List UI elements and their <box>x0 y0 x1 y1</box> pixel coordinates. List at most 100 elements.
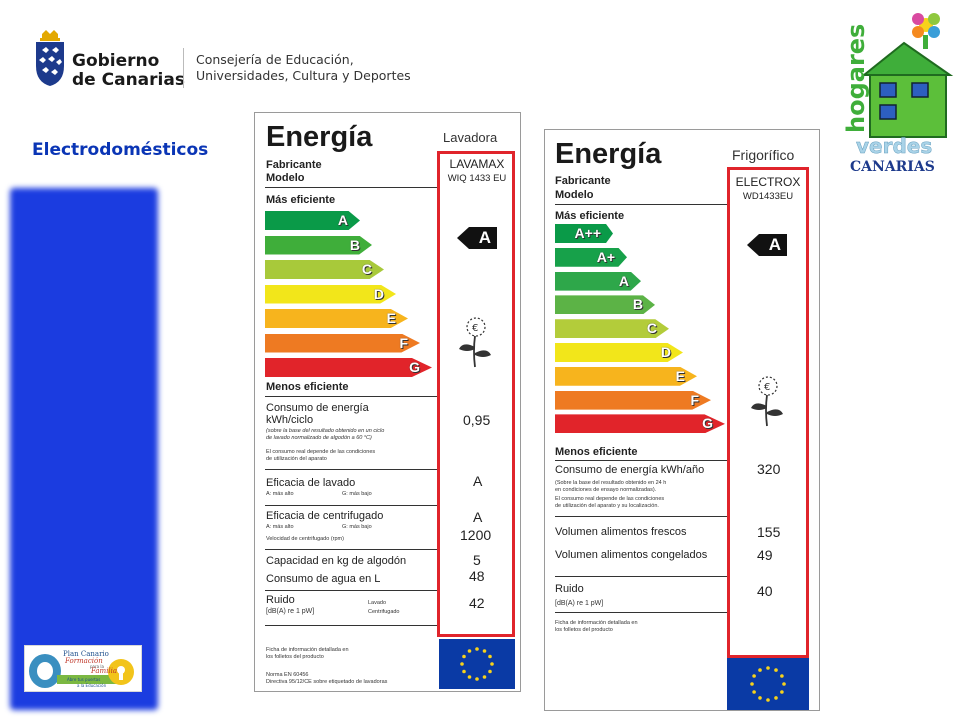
washer-lavado-scale-a: A: más alto <box>266 491 294 497</box>
fridge-bar-aplus: A+ <box>555 247 627 267</box>
washer-norma2: Directiva 95/12/CE sobre etiquetado de l… <box>266 679 388 685</box>
washer-fabricante: LAVAMAX <box>449 157 505 171</box>
eu-star-icon <box>490 662 494 666</box>
fridge-modelo-label: Modelo <box>555 189 594 201</box>
fridge-frescos-value: 155 <box>757 524 781 540</box>
washer-rule-3 <box>265 469 437 470</box>
fridge-bar-e: E <box>555 366 697 386</box>
washer-mas-eficiente: Más eficiente <box>266 194 336 206</box>
washer-ficha2: los folletos del producto <box>266 654 324 660</box>
plan-canario-key-icon: Plan Canario Formación para la Familia A… <box>29 650 134 688</box>
washer-consumo-note2: de lavado normalizado de algodón a 60 °C… <box>266 435 372 441</box>
fridge-menos-eficiente: Menos eficiente <box>555 446 638 458</box>
washer-bar-a: A <box>265 211 360 230</box>
fridge-congelados-label: Volumen alimentos congelados <box>555 549 708 561</box>
eu-star-icon <box>462 669 466 674</box>
hv-word3: CANARIAS <box>850 159 935 175</box>
eu-star-icon <box>752 674 756 678</box>
washer-bar-letter: E <box>386 310 396 326</box>
plan-canario-logo: Plan Canario Formación para la Familia A… <box>24 645 142 692</box>
fridge-rule-3 <box>555 516 727 517</box>
washer-consumo-label1: Consumo de energía <box>266 402 369 414</box>
fridge-congelados-value: 49 <box>757 547 773 563</box>
fridge-ficha1: Ficha de información detallada en <box>555 620 638 626</box>
washer-consumo-note4: de utilización del aparato <box>266 456 327 462</box>
fridge-ficha2: los folletos del producto <box>555 627 613 633</box>
fridge-rule-1 <box>555 204 727 205</box>
eu-star-icon <box>467 649 472 653</box>
washer-centrifugado-label: Eficacia de centrifugado <box>266 510 384 522</box>
washer-ruido-centrifugado: Centrifugado <box>368 609 400 615</box>
fridge-consumo-label: Consumo de energía kWh/año <box>555 464 705 476</box>
washer-bar-d: D <box>265 284 396 304</box>
gobierno-canarias-crest-icon <box>36 30 64 86</box>
fridge-bar-letter: B <box>632 296 643 313</box>
eu-star-icon <box>774 696 778 700</box>
fridge-bar-d: D <box>555 343 683 362</box>
washer-velocidad-label: Velocidad de centrifugado (rpm) <box>266 536 344 542</box>
eu-star-icon <box>766 698 770 702</box>
fridge-bar-a: A <box>555 271 641 291</box>
fridge-bar-letter: A <box>618 272 629 289</box>
washer-bar-f: F <box>265 333 420 353</box>
fridge-rating: A <box>768 235 781 254</box>
washer-capacidad-value: 5 <box>473 552 481 568</box>
washer-bar-letter: F <box>399 334 408 351</box>
washer-centrifugado-value: A <box>473 509 483 525</box>
washer-modelo: WIQ 1433 EU <box>447 173 507 184</box>
washer-rule-4 <box>265 505 437 506</box>
washer-modelo-label: Modelo <box>266 172 305 184</box>
eu-ecolabel-flower-icon: € <box>459 317 491 368</box>
fridge-bar-letter: C <box>646 320 657 337</box>
header-divider <box>183 48 184 88</box>
fridge-title: Energía <box>555 138 662 170</box>
eu-star-icon <box>750 682 754 686</box>
eu-star-icon <box>752 690 756 694</box>
washer-consumo-value: 0,95 <box>463 412 491 428</box>
washer-consumo-note1: (sobre la base del resultado obtenido en… <box>266 428 385 434</box>
washer-bar-b: B <box>265 235 372 255</box>
washer-energy-label: Energía Lavadora Fabricante Modelo Más e… <box>254 112 521 692</box>
plan-line5: Abre tus puertas <box>67 677 100 682</box>
fridge-rule-5 <box>555 612 727 613</box>
washer-bar-letter: C <box>361 261 372 277</box>
fridge-rule-2 <box>555 460 727 461</box>
svg-text:€: € <box>764 382 770 393</box>
fridge-consumo-note1: (Sobre la base del resultado obtenido en… <box>555 480 667 486</box>
fridge-modelo: WD1433EU <box>742 191 794 202</box>
gov-name-line2: de Canarias <box>72 70 185 90</box>
fridge-bar-g: G <box>555 414 725 434</box>
fridge-bar-letter: F <box>690 391 699 408</box>
washer-bar-e: E <box>265 309 408 328</box>
hogares-verdes-logo: hogares verdes CANARIAS <box>842 13 954 175</box>
washer-ruido-label: Ruido <box>266 594 295 606</box>
eu-star-icon <box>780 690 784 694</box>
eu-star-icon <box>758 668 762 672</box>
fridge-bar-letter: A++ <box>574 225 601 241</box>
washer-title: Energía <box>266 121 373 153</box>
fridge-bar-letter: D <box>660 344 671 360</box>
fridge-bar-letter: G <box>702 415 713 432</box>
eu-star-icon <box>462 654 466 659</box>
washer-bar-letter: A <box>337 212 348 228</box>
fridge-bar-letter: A+ <box>596 248 615 265</box>
washer-menos-eficiente: Menos eficiente <box>266 381 349 393</box>
dept-line1: Consejería de Educación, <box>196 52 354 67</box>
fridge-ruido-label: Ruido <box>555 583 584 595</box>
plan-line4: Familia <box>90 667 117 675</box>
washer-rule-2 <box>265 396 437 397</box>
fridge-ruido-unit: [dB(A) re 1 pW] <box>555 600 604 607</box>
washer-consumo-label2: kWh/ciclo <box>266 414 314 426</box>
fridge-mas-eficiente: Más eficiente <box>555 210 625 222</box>
eu-ecolabel-flower-icon: € <box>751 376 783 427</box>
fridge-appliance: Frigorífico <box>732 147 795 163</box>
washer-bar-g: G <box>265 358 432 377</box>
section-title: Electrodomésticos <box>32 140 209 160</box>
fridge-bar-letter: E <box>675 367 685 384</box>
washer-rule-7 <box>265 625 437 626</box>
fridge-rule-4 <box>555 576 727 577</box>
dept-line2: Universidades, Cultura y Deportes <box>196 68 411 83</box>
washer-lavado-label: Eficacia de lavado <box>266 477 356 489</box>
fridge-consumo-note3: El consumo real depende de las condicion… <box>555 496 665 502</box>
washer-ruido-value: 42 <box>469 595 485 611</box>
